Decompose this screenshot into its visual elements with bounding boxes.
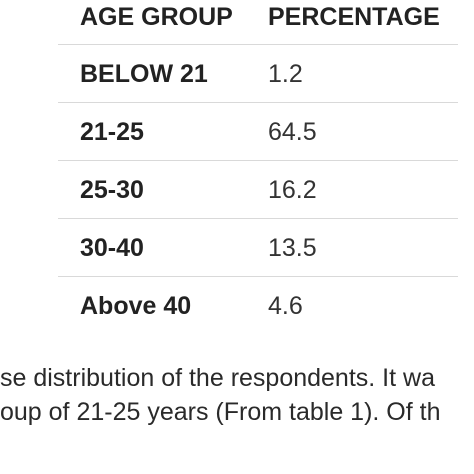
column-header-age-group: AGE GROUP — [80, 3, 233, 31]
table-row: BELOW 21 1.2 — [58, 45, 458, 103]
percentage-cell: 4.6 — [268, 292, 303, 320]
age-group-cell: 25-30 — [80, 176, 144, 204]
percentage-cell: 13.5 — [268, 234, 317, 262]
column-header-percentage: PERCENTAGE — [268, 3, 440, 31]
caption-line: oup of 21-25 years (From table 1). Of th — [0, 398, 441, 426]
caption-line: se distribution of the respondents. It w… — [0, 364, 435, 392]
table-row: 21-25 64.5 — [58, 103, 458, 161]
age-group-cell: Above 40 — [80, 292, 192, 320]
percentage-cell: 1.2 — [268, 60, 303, 88]
caption-text: se distribution of the respondents. It w… — [0, 361, 474, 429]
table-row: 30-40 13.5 — [58, 219, 458, 277]
table-row: Above 40 4.6 — [58, 277, 458, 334]
age-group-cell: 21-25 — [80, 118, 144, 146]
percentage-cell: 64.5 — [268, 118, 317, 146]
table-header-row: AGE GROUP PERCENTAGE — [58, 0, 458, 45]
age-group-cell: BELOW 21 — [80, 60, 208, 88]
age-group-cell: 30-40 — [80, 234, 144, 262]
table-row: 25-30 16.2 — [58, 161, 458, 219]
age-group-table: AGE GROUP PERCENTAGE BELOW 21 1.2 21-25 … — [58, 0, 458, 334]
percentage-cell: 16.2 — [268, 176, 317, 204]
